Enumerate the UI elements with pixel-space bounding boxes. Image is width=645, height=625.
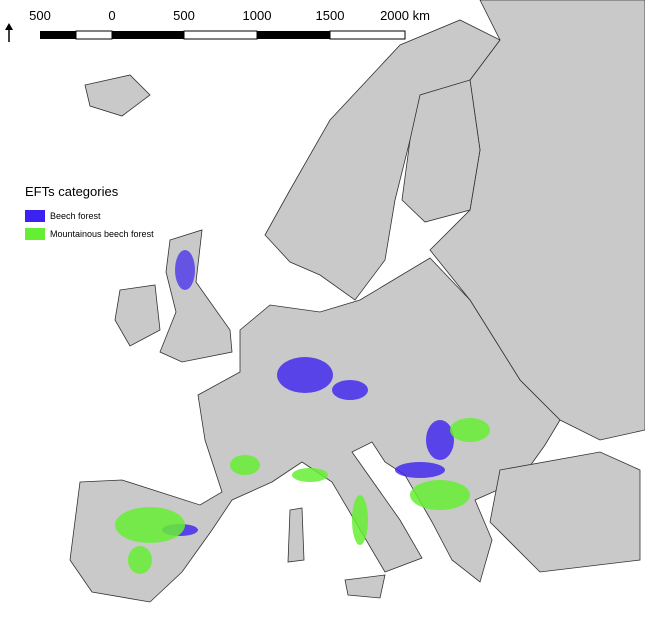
legend: EFTs categories Beech forest Mountainous … bbox=[25, 184, 154, 240]
forest-patch bbox=[332, 380, 368, 400]
turkey bbox=[489, 451, 641, 573]
continental-europe bbox=[69, 257, 561, 603]
scale-bar: 500 0 500 1000 1500 2000 km bbox=[29, 8, 430, 40]
sardinia-corsica bbox=[287, 507, 305, 563]
legend-swatch bbox=[25, 210, 45, 222]
forest-patch bbox=[230, 455, 260, 475]
forest-patch bbox=[175, 250, 195, 290]
legend-label: Mountainous beech forest bbox=[50, 229, 154, 239]
ireland bbox=[114, 284, 161, 347]
legend-swatch bbox=[25, 228, 45, 240]
legend-label: Beech forest bbox=[50, 211, 101, 221]
scale-label: 0 bbox=[108, 8, 115, 23]
forest-patch bbox=[277, 357, 333, 393]
great-britain bbox=[159, 229, 233, 363]
scale-label: 500 bbox=[173, 8, 195, 23]
finland bbox=[401, 79, 481, 223]
forest-patch bbox=[115, 507, 185, 543]
legend-title: EFTs categories bbox=[25, 184, 119, 199]
forest-patch bbox=[128, 546, 152, 574]
landmass bbox=[69, 0, 645, 603]
scale-label: 500 bbox=[29, 8, 51, 23]
forest-patch bbox=[292, 468, 328, 482]
forest-patches bbox=[115, 250, 490, 574]
scale-label: 1000 bbox=[243, 8, 272, 23]
forest-patch bbox=[395, 462, 445, 478]
forest-patch bbox=[426, 420, 454, 460]
north-arrow bbox=[5, 23, 13, 42]
forest-patch bbox=[450, 418, 490, 442]
forest-patch bbox=[410, 480, 470, 510]
forest-patch bbox=[352, 495, 368, 545]
scale-label: 2000 km bbox=[380, 8, 430, 23]
scale-label: 1500 bbox=[316, 8, 345, 23]
sicily bbox=[344, 574, 386, 599]
iceland bbox=[84, 74, 151, 117]
